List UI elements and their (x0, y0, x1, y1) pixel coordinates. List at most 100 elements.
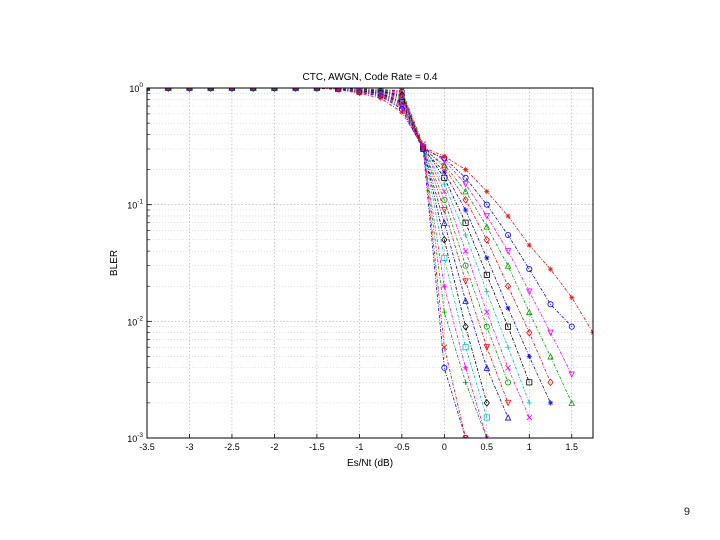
marker-star (505, 213, 511, 219)
marker-circle (547, 301, 554, 308)
marker-star (442, 154, 447, 159)
marker-star (442, 170, 447, 175)
marker-star (273, 88, 277, 91)
marker-circle (526, 266, 533, 273)
marker-star (316, 88, 319, 91)
marker-triangle-down (441, 207, 448, 214)
marker-star (463, 167, 468, 172)
marker-triangle-up (462, 187, 469, 195)
plot-area (147, 88, 593, 438)
marker-triangle-down (462, 181, 469, 188)
marker-star (167, 88, 171, 91)
marker-x (526, 414, 533, 421)
x-axis-label: Es/Nt (dB) (347, 458, 393, 469)
marker-square (462, 344, 469, 351)
marker-star (548, 267, 553, 272)
marker-circle (462, 174, 469, 181)
marker-triangle-down (504, 399, 512, 407)
marker-x (441, 344, 448, 351)
marker-diamond (398, 100, 405, 109)
marker-star (166, 88, 169, 91)
marker-triangle-down (547, 329, 554, 337)
marker-square (462, 219, 469, 226)
marker-star (421, 145, 426, 150)
marker-triangle-up (483, 222, 491, 230)
marker-diamond (483, 399, 490, 407)
marker-square (483, 271, 490, 278)
marker-triangle-down (483, 212, 491, 220)
series-line (147, 88, 488, 438)
marker-star (357, 91, 362, 96)
marker-x (465, 435, 469, 438)
marker-triangle-up (526, 308, 533, 316)
marker-triangle-down (526, 288, 533, 296)
y-tick-label: 10-1 (127, 199, 143, 211)
marker-diamond (462, 196, 469, 204)
y-tick-label: 10-2 (127, 315, 143, 327)
marker-triangle-up (483, 364, 491, 371)
marker-star (463, 207, 468, 213)
x-tick-label: -2 (270, 442, 278, 452)
marker-star (399, 110, 404, 115)
ticks: -3.5 -3 -2.5 -2 -1.5 -1 -0.5 0 0.5 1 1.5 100 10-1 10-… (127, 82, 578, 452)
marker-star (231, 88, 235, 91)
marker-triangle-up (568, 399, 576, 406)
marker-star (590, 332, 593, 335)
marker-triangle-up (504, 413, 512, 421)
x-tick-label: -3.5 (139, 442, 155, 452)
marker-star (569, 295, 574, 300)
page-number: 9 (683, 506, 690, 518)
chart-title: CTC, AWGN, Code Rate = 0.4 (303, 72, 438, 83)
marker-diamond (483, 235, 490, 244)
x-tick-label: 0.5 (481, 442, 494, 452)
marker-x (462, 435, 467, 438)
marker-x (483, 309, 490, 315)
marker-square (441, 174, 448, 181)
marker-star (208, 88, 212, 91)
x-tick-label: -0.5 (394, 442, 410, 452)
marker-triangle-up (504, 262, 512, 269)
marker-circle (505, 231, 512, 238)
marker-star (187, 88, 190, 91)
marker-star (252, 88, 256, 91)
marker-triangle-up (441, 219, 448, 226)
marker-triangle-down (483, 344, 491, 351)
marker-star (188, 88, 192, 91)
plot-frame (146, 87, 594, 439)
marker-circle (441, 364, 448, 371)
marker-square (526, 379, 533, 386)
marker-star (484, 435, 488, 438)
series-line (147, 88, 488, 404)
marker-star (463, 365, 468, 370)
marker-star (210, 88, 213, 91)
marker-square (505, 323, 512, 330)
marker-triangle-up (398, 102, 406, 110)
marker-star (527, 243, 532, 248)
x-tick-label: 0 (442, 442, 447, 452)
marker-triangle-down (462, 278, 469, 285)
marker-star (295, 88, 298, 91)
marker-x (505, 364, 511, 371)
marker-triangle-down (398, 104, 406, 112)
marker-diamond (504, 282, 512, 291)
marker-star (251, 88, 254, 91)
y-axis-label: BLER (109, 250, 120, 276)
marker-circle (483, 201, 490, 208)
series-line (147, 88, 551, 383)
series-18 (147, 88, 593, 336)
marker-star (484, 189, 489, 194)
marker-x (441, 188, 448, 195)
marker-square (441, 254, 448, 261)
marker-circle (505, 379, 512, 386)
marker-triangle-up (441, 161, 448, 168)
x-tick-label: -1 (355, 442, 363, 452)
marker-square (483, 414, 490, 421)
marker-star (486, 435, 489, 438)
marker-triangle-down (398, 93, 406, 101)
marker-star (548, 400, 553, 405)
marker-circle (483, 323, 490, 330)
marker-circle (568, 323, 575, 330)
x-tick-label: 1 (527, 442, 532, 452)
x-tick-label: 1.5 (566, 442, 579, 452)
marker-triangle-down (504, 248, 512, 255)
